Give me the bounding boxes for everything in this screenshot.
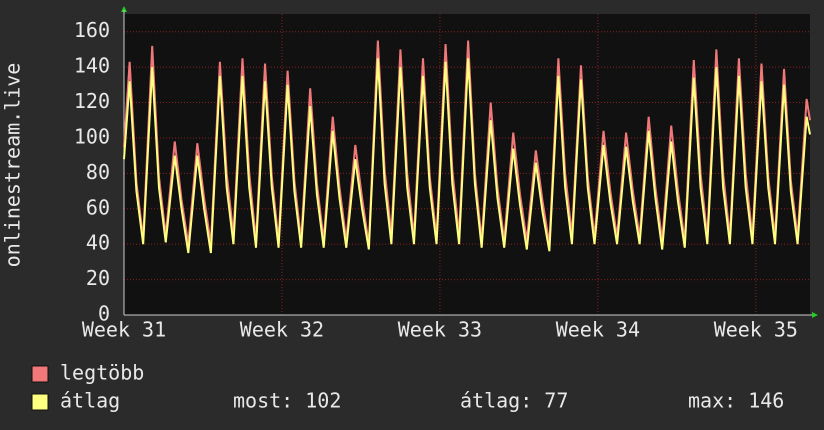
y-tick-label: 160 (74, 18, 110, 42)
x-tick-label: Week 32 (240, 318, 324, 342)
legend-swatch (31, 393, 49, 411)
legend-label: legtöbb (60, 361, 144, 385)
y-arrow (121, 6, 127, 12)
x-arrow (812, 312, 818, 318)
x-tick-label: Week 33 (398, 318, 482, 342)
legend-swatch (31, 365, 49, 383)
stat: átlag: 77 (460, 389, 568, 413)
y-tick-label: 60 (86, 195, 110, 219)
x-tick-label: Week 35 (714, 318, 798, 342)
y-tick-label: 80 (86, 160, 110, 184)
line-series (123, 58, 811, 254)
legend-label: átlag (60, 389, 120, 413)
y-tick-label: 20 (86, 266, 110, 290)
y-axis-label: onlinestream.live (1, 63, 25, 268)
y-tick-label: 40 (86, 231, 110, 255)
stat: most: 102 (233, 389, 341, 413)
x-tick-label: Week 34 (556, 318, 640, 342)
y-tick-label: 140 (74, 54, 110, 78)
y-tick-label: 100 (74, 124, 110, 148)
x-tick-label: Week 31 (82, 318, 166, 342)
stat: max: 146 (688, 389, 784, 413)
y-tick-label: 120 (74, 89, 110, 113)
y-tick-label: 0 (98, 302, 110, 326)
